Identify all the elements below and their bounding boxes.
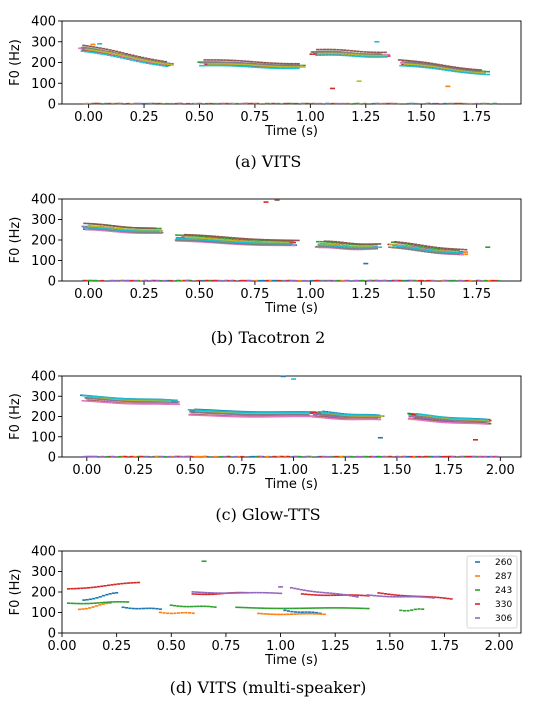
y-tick-label: 300 — [31, 390, 56, 405]
legend-label: 243 — [495, 586, 512, 596]
x-tick-label: 0.00 — [72, 463, 101, 478]
x-tick-label: 0.00 — [48, 639, 77, 654]
legend-label: 260 — [495, 558, 512, 568]
y-tick-label: 400 — [31, 193, 56, 208]
x-tick-label: 1.25 — [351, 110, 380, 125]
x-tick-label: 1.00 — [296, 110, 325, 125]
y-tick-label: 300 — [31, 565, 56, 580]
y-tick-label: 200 — [31, 56, 56, 71]
plot-frame — [61, 550, 522, 634]
y-axis-label: F0 (Hz) — [8, 217, 23, 264]
y-tick-label: 100 — [31, 430, 56, 445]
x-tick-label: 1.75 — [462, 287, 491, 302]
x-tick-label: 1.00 — [266, 639, 295, 654]
x-tick-label: 1.75 — [462, 110, 491, 125]
y-tick-label: 0 — [48, 275, 56, 290]
plot-frame — [61, 20, 522, 105]
x-tick-label: 1.25 — [351, 287, 380, 302]
legend-label: 306 — [495, 614, 512, 624]
x-axis-label: Time (s) — [264, 653, 318, 668]
x-tick-label: 1.25 — [331, 463, 360, 478]
y-tick-label: 200 — [31, 410, 56, 425]
x-tick-label: 0.50 — [185, 110, 214, 125]
y-tick-label: 0 — [48, 451, 56, 466]
chart-caption: (a) VITS — [235, 152, 302, 171]
x-tick-label: 1.50 — [407, 287, 436, 302]
y-tick-label: 400 — [31, 15, 56, 30]
y-tick-label: 200 — [31, 586, 56, 601]
y-tick-label: 0 — [48, 98, 56, 113]
x-tick-label: 0.25 — [130, 287, 159, 302]
y-tick-label: 300 — [31, 213, 56, 228]
x-axis-label: Time (s) — [264, 301, 318, 316]
x-tick-label: 0.00 — [74, 110, 103, 125]
x-tick-label: 0.50 — [157, 639, 186, 654]
x-tick-label: 0.75 — [240, 110, 269, 125]
chart-caption: (b) Tacotron 2 — [211, 328, 326, 347]
y-axis-label: F0 (Hz) — [8, 569, 23, 616]
x-tick-label: 1.75 — [430, 639, 459, 654]
y-tick-label: 100 — [31, 606, 56, 621]
x-tick-label: 0.00 — [74, 287, 103, 302]
chart-caption: (d) VITS (multi-speaker) — [170, 678, 367, 697]
x-tick-label: 2.00 — [485, 639, 514, 654]
legend-label: 287 — [495, 572, 512, 582]
x-tick-label: 0.75 — [227, 463, 256, 478]
x-tick-label: 1.50 — [407, 110, 436, 125]
x-tick-label: 0.25 — [102, 639, 131, 654]
y-axis-label: F0 (Hz) — [8, 393, 23, 440]
x-tick-label: 0.75 — [240, 287, 269, 302]
x-tick-label: 1.00 — [279, 463, 308, 478]
y-axis-label: F0 (Hz) — [8, 39, 23, 86]
legend-label: 330 — [495, 600, 512, 610]
y-tick-label: 400 — [31, 370, 56, 385]
y-tick-label: 0 — [48, 627, 56, 642]
x-axis-label: Time (s) — [264, 477, 318, 492]
x-tick-label: 1.00 — [296, 287, 325, 302]
y-tick-label: 300 — [31, 35, 56, 50]
x-axis-label: Time (s) — [264, 124, 318, 139]
x-tick-label: 1.25 — [321, 639, 350, 654]
y-tick-label: 400 — [31, 545, 56, 560]
x-tick-label: 0.50 — [185, 287, 214, 302]
x-tick-label: 1.50 — [375, 639, 404, 654]
legend-box — [466, 555, 518, 629]
x-tick-label: 1.50 — [382, 463, 411, 478]
x-tick-label: 0.25 — [124, 463, 153, 478]
y-tick-label: 100 — [31, 254, 56, 269]
x-tick-label: 1.75 — [434, 463, 463, 478]
x-tick-label: 2.00 — [486, 463, 515, 478]
chart-caption: (c) Glow-TTS — [215, 505, 320, 524]
x-tick-label: 0.25 — [130, 110, 159, 125]
y-tick-label: 200 — [31, 234, 56, 249]
x-tick-label: 0.75 — [211, 639, 240, 654]
x-tick-label: 0.50 — [176, 463, 205, 478]
y-tick-label: 100 — [31, 77, 56, 92]
